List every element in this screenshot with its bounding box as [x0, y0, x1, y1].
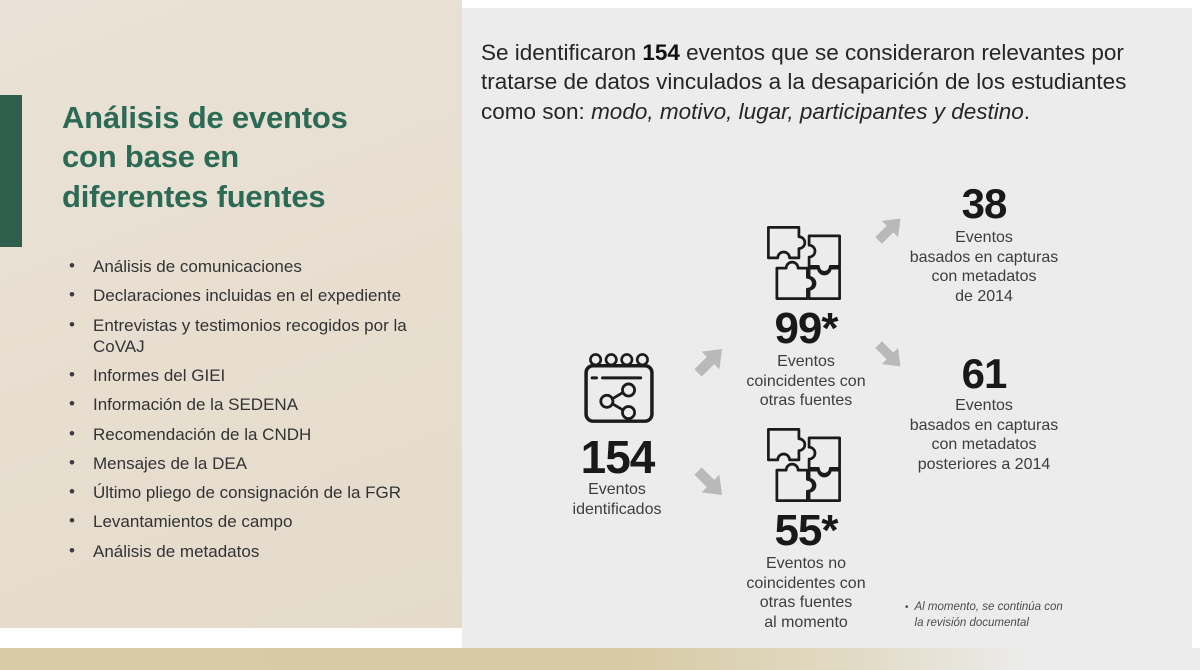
source-item: Declaraciones incluidas en el expediente — [62, 284, 458, 306]
puzzle-icon — [767, 226, 841, 300]
noncoincident-count: 55* — [774, 506, 838, 555]
calendar-share-icon — [584, 353, 654, 423]
page-title: Análisis de eventos con base en diferent… — [62, 100, 348, 214]
intro-count: 154 — [642, 40, 680, 65]
footnote-bullet: • — [905, 602, 909, 613]
source-item: Informes del GIEI — [62, 364, 458, 386]
source-item: Recomendación de la CNDH — [62, 422, 458, 445]
bottom-band — [0, 648, 1200, 670]
source-item: Levantamientos de campo — [62, 510, 458, 532]
arrow-up-right-icon — [686, 337, 734, 385]
captures-2014-label: Eventos basados en capturas con metadato… — [909, 229, 1059, 305]
intro-paragraph: Se identificaron 154 eventos que se cons… — [481, 38, 1183, 126]
puzzle-icon — [767, 428, 841, 502]
source-item: Información de la SEDENA — [62, 393, 458, 415]
captures-post2014-count: 61 — [961, 350, 1008, 397]
footnote-text: Al momento, se continúa con la revisión … — [914, 601, 1063, 629]
noncoincident-label: Eventos no coincidentes con otras fuente… — [746, 555, 866, 631]
sources-list: Análisis de comunicaciones Declaraciones… — [62, 255, 458, 570]
source-item: Último pliego de consignación de la FGR — [62, 481, 458, 503]
arrow-down-right-icon — [686, 459, 734, 507]
captures-2014-count: 38 — [961, 180, 1008, 227]
coincident-count: 99* — [774, 304, 838, 353]
source-item: Análisis de metadatos — [62, 539, 458, 562]
arrow-down-right-icon — [868, 334, 912, 378]
source-item: Entrevistas y testimonios recogidos por … — [62, 314, 458, 358]
arrow-up-right-icon — [868, 208, 912, 252]
intro-text: . — [1023, 98, 1031, 124]
accent-bar — [0, 95, 22, 247]
captures-post2014-label: Eventos basados en capturas con metadato… — [909, 397, 1059, 473]
source-item: Mensajes de la DEA — [62, 452, 458, 474]
content-panel — [462, 8, 1192, 648]
intro-text: Se identificaron — [481, 40, 643, 65]
coincident-label: Eventos coincidentes con otras fuentes — [746, 353, 866, 410]
identified-label: Eventos identificados — [572, 481, 662, 518]
left-panel: Análisis de eventos con base en diferent… — [0, 0, 462, 628]
intro-emphasis: modo, motivo, lugar, participantes y des… — [591, 98, 1024, 124]
intro-text: eventos que se consideraron relevantes p… — [481, 40, 1127, 124]
source-item: Análisis de comunicaciones — [62, 255, 458, 277]
identified-count: 154 — [580, 431, 656, 483]
footnote: • Al momento, se continúa con la revisió… — [905, 600, 1090, 631]
